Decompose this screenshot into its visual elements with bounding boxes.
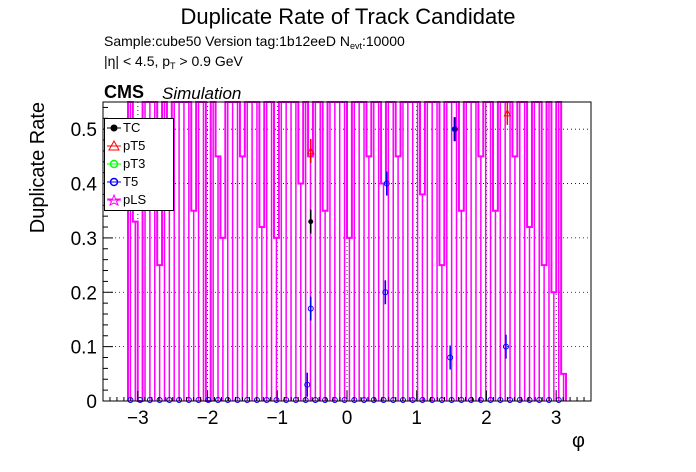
baseline-marker [273, 397, 280, 403]
baseline-marker [516, 397, 523, 403]
baseline-marker [477, 397, 484, 403]
y-axis-label: Duplicate Rate [27, 102, 49, 233]
pt5-point [503, 108, 512, 117]
baseline-marker [283, 397, 290, 403]
legend: TC pT5 pT3 T5 pLS [104, 118, 174, 211]
t5-point [304, 381, 311, 388]
x-tick-label: −2 [197, 408, 219, 429]
baseline-marker [166, 397, 173, 403]
chart-title: Duplicate Rate of Track Candidate [180, 4, 516, 29]
legend-entry-tc: TC [105, 119, 175, 136]
baseline-marker [322, 397, 329, 403]
y-tick-label: 0 [86, 392, 97, 413]
legend-label-pt5: pT5 [123, 138, 146, 153]
axes: −3 −2 −1 0 1 2 3 0 0.1 0.2 0.3 0.4 0.5 φ Duplicate Rat… [27, 102, 592, 452]
x-tick-label: 1 [411, 408, 422, 429]
pt5-point [306, 146, 315, 155]
t5-point [383, 180, 390, 187]
baseline-marker [312, 397, 319, 403]
legend-label-tc: TC [123, 120, 141, 135]
nevt-value: :10000 [361, 33, 405, 49]
x-axis-label: φ [572, 430, 585, 452]
baseline-marker [380, 397, 387, 403]
legend-entry-pt3: pT3 [105, 155, 175, 172]
legend-entry-t5: T5 [105, 173, 175, 190]
selection-cut: |η| < 4.5, pT > 0.9 GeV [104, 53, 243, 71]
overlay-series [127, 102, 562, 403]
x-tick-label: −3 [127, 408, 149, 429]
baseline-marker [156, 397, 163, 403]
baseline-marker [526, 397, 533, 403]
baseline-marker [429, 397, 436, 403]
legend-label-t5: T5 [123, 174, 139, 189]
star-marker-icon [107, 194, 121, 206]
t5-point [382, 289, 389, 296]
t5-point [307, 305, 314, 312]
baseline-marker [361, 397, 368, 403]
legend-label-pls: pLS [123, 192, 147, 207]
baseline-marker [331, 397, 338, 403]
baseline-marker [468, 397, 475, 403]
sample-text: Sample:cube50 Version tag:1b12eeD N [104, 33, 350, 49]
triangle-up-marker-icon [107, 140, 121, 151]
x-tick-label: −1 [266, 408, 288, 429]
y-tick-label: 0.5 [71, 120, 97, 141]
y-tick-label: 0.2 [71, 283, 97, 304]
legend-entry-pt5: pT5 [105, 137, 175, 154]
nevt-subscript: evt [349, 41, 362, 51]
y-tick-label: 0.4 [71, 175, 98, 196]
pls-series [126, 101, 568, 402]
simulation-label: Simulation [162, 84, 242, 103]
tc-point [308, 219, 314, 225]
x-tick-label: 2 [481, 408, 492, 429]
legend-entry-pls: pLS [105, 191, 175, 208]
t5-point [502, 343, 509, 350]
baseline-marker [253, 397, 260, 403]
cut-suffix: > 0.9 GeV [175, 53, 243, 69]
open-circle-marker-icon [107, 177, 121, 187]
baseline-marker [146, 397, 153, 403]
y-tick-label: 0.3 [71, 229, 97, 250]
triangle-down-marker-icon [107, 159, 121, 169]
baseline-marker [224, 397, 231, 403]
t5-point [447, 354, 454, 361]
circle-marker-icon [107, 124, 121, 132]
cut-subscript: T [170, 61, 176, 71]
baseline-marker [176, 397, 183, 403]
x-tick-label: 0 [342, 408, 353, 429]
t5-point [452, 126, 459, 133]
cms-label: CMS [104, 82, 144, 102]
y-tick-label: 0.1 [71, 338, 97, 359]
baseline-marker [370, 397, 377, 403]
legend-label-pt3: pT3 [123, 156, 146, 171]
baseline-marker [263, 397, 270, 403]
baseline-marker [419, 397, 426, 403]
baseline-marker [205, 397, 212, 403]
baseline-marker [215, 397, 222, 403]
sample-info: Sample:cube50 Version tag:1b12eeD Nevt:1… [104, 33, 405, 51]
cut-prefix: |η| < 4.5, p [104, 53, 171, 69]
x-tick-label: 3 [551, 408, 562, 429]
